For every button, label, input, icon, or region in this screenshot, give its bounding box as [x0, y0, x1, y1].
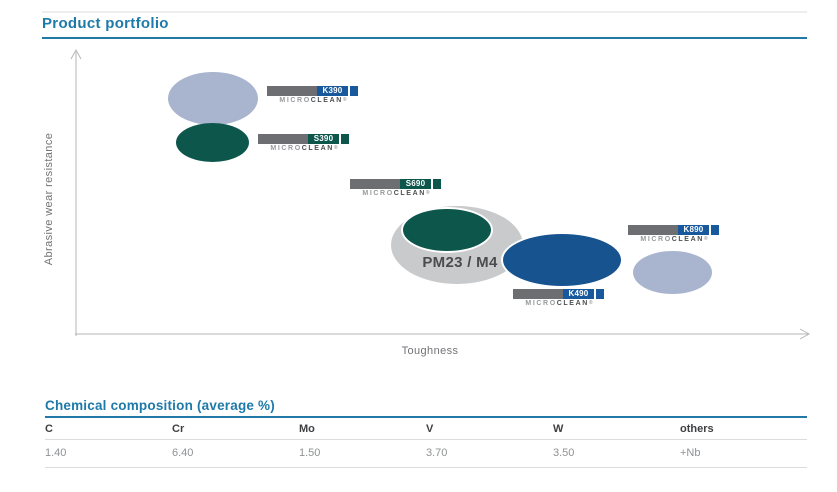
column-header-cr: Cr	[172, 423, 185, 435]
registered-mark-icon: ®	[425, 190, 430, 196]
composition-underline	[45, 416, 807, 418]
microclean-micro-text: MICRO	[362, 190, 394, 197]
grade-bar-tip	[596, 289, 604, 299]
microclean-wordmark: MICROCLEAN®	[628, 236, 720, 243]
microclean-micro-text: MICRO	[640, 236, 672, 243]
table-divider	[45, 439, 807, 440]
k390-grade-bar: K390	[267, 86, 359, 96]
k390-grade-label: K390	[317, 86, 348, 96]
k490-logo: K490 MICROCLEAN®	[513, 289, 605, 307]
page-title: Product portfolio	[42, 15, 169, 32]
registered-mark-icon: ®	[703, 236, 708, 242]
registered-mark-icon: ®	[342, 97, 347, 103]
value-c: 1.40	[45, 447, 67, 459]
k490-grade-bar: K490	[513, 289, 605, 299]
microclean-wordmark: MICROCLEAN®	[513, 300, 605, 307]
microclean-wordmark: MICROCLEAN®	[258, 145, 350, 152]
bubble-s390	[176, 123, 249, 162]
composition-title: Chemical composition (average %)	[45, 398, 275, 413]
table-divider	[45, 467, 807, 468]
column-header-c: C	[45, 423, 53, 435]
column-header-w: W	[553, 423, 564, 435]
value-cr: 6.40	[172, 447, 194, 459]
s690-grade-bar: S690	[350, 179, 442, 189]
s390-grade-label: S390	[308, 134, 339, 144]
grade-bar-gray-segment	[513, 289, 563, 299]
s690-grade-label: S690	[400, 179, 431, 189]
value-w: 3.50	[553, 447, 575, 459]
k890-grade-label: K890	[678, 225, 709, 235]
column-header-others: others	[680, 423, 714, 435]
k490-grade-label: K490	[563, 289, 594, 299]
column-header-mo: Mo	[299, 423, 315, 435]
microclean-micro-text: MICRO	[270, 145, 302, 152]
grade-bar-tip	[711, 225, 719, 235]
bubble-k390	[168, 72, 258, 125]
grade-bar-gray-segment	[350, 179, 400, 189]
s390-logo: S390 MICROCLEAN®	[258, 134, 350, 152]
microclean-wordmark: MICROCLEAN®	[267, 97, 359, 104]
grade-bar-gray-segment	[267, 86, 317, 96]
microclean-clean-text: CLEAN	[310, 97, 343, 104]
value-others: +Nb	[680, 447, 701, 459]
grade-bar-gray-segment	[258, 134, 308, 144]
k890-grade-bar: K890	[628, 225, 720, 235]
y-axis-arrow-icon	[70, 48, 82, 60]
microclean-clean-text: CLEAN	[301, 145, 334, 152]
microclean-clean-text: CLEAN	[556, 300, 589, 307]
s690-logo: S690 MICROCLEAN®	[350, 179, 442, 197]
x-axis-label: Toughness	[401, 345, 459, 357]
microclean-micro-text: MICRO	[525, 300, 557, 307]
title-underline	[42, 37, 807, 39]
grade-bar-tip	[341, 134, 349, 144]
grade-bar-gray-segment	[628, 225, 678, 235]
bubble-k490	[501, 232, 623, 288]
grade-bar-tip	[433, 179, 441, 189]
microclean-micro-text: MICRO	[279, 97, 311, 104]
value-mo: 1.50	[299, 447, 321, 459]
k390-logo: K390 MICROCLEAN®	[267, 86, 359, 104]
x-axis-arrow-icon	[799, 328, 811, 340]
microclean-clean-text: CLEAN	[671, 236, 704, 243]
composition-header-row: C Cr Mo V W others	[45, 423, 807, 435]
registered-mark-icon: ®	[333, 145, 338, 151]
composition-value-row: 1.40 6.40 1.50 3.70 3.50 +Nb	[45, 447, 807, 459]
microclean-clean-text: CLEAN	[393, 190, 426, 197]
k890-logo: K890 MICROCLEAN®	[628, 225, 720, 243]
bubble-k890	[633, 251, 712, 294]
registered-mark-icon: ®	[588, 300, 593, 306]
value-v: 3.70	[426, 447, 448, 459]
bubble-s690	[401, 207, 493, 253]
y-axis-label: Abrasive wear resistance	[43, 132, 55, 266]
grade-bar-tip	[350, 86, 358, 96]
microclean-wordmark: MICROCLEAN®	[350, 190, 442, 197]
pm23-m4-label: PM23 / M4	[422, 254, 498, 271]
s390-grade-bar: S390	[258, 134, 350, 144]
top-divider	[42, 11, 807, 13]
column-header-v: V	[426, 423, 434, 435]
